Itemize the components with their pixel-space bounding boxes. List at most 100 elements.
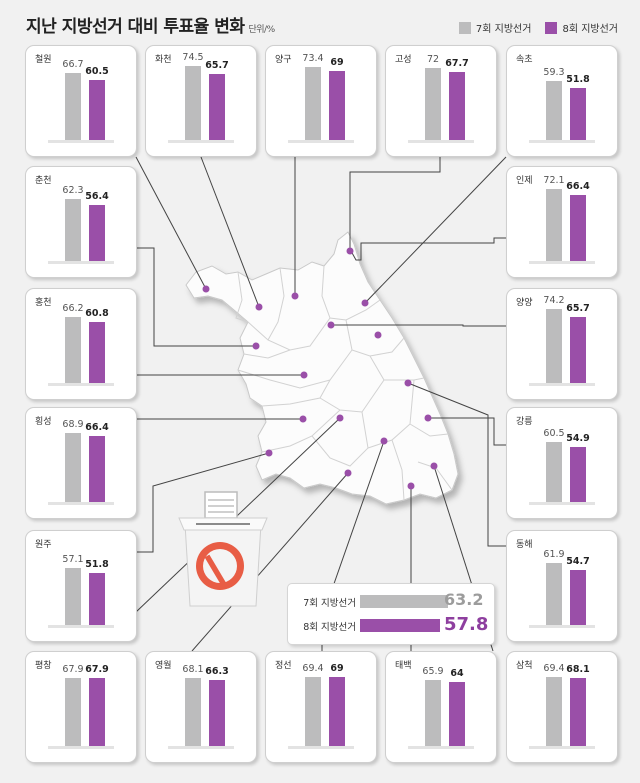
bar-8th xyxy=(89,79,105,140)
dot-yeongwol xyxy=(344,469,352,477)
bar-7th xyxy=(546,563,562,625)
value-8th: 67.9 xyxy=(85,664,109,676)
baseline xyxy=(288,140,354,143)
bar-8th xyxy=(570,447,586,502)
value-8th: 67.7 xyxy=(445,58,469,70)
baseline xyxy=(529,502,595,505)
bar-8th xyxy=(89,204,105,261)
bar-8th xyxy=(329,677,345,746)
region-card: 홍천 66.2 60.8 xyxy=(25,288,137,400)
region-card: 양구 73.4 69 xyxy=(265,45,377,157)
baseline xyxy=(408,746,474,749)
region-name: 홍천 xyxy=(35,298,52,308)
legend-swatch-8th xyxy=(545,21,558,34)
baseline xyxy=(529,746,595,749)
bar-7th xyxy=(65,198,81,261)
region-card: 횡성 68.9 66.4 xyxy=(25,407,137,519)
region-name: 정선 xyxy=(275,661,292,671)
region-name: 태백 xyxy=(395,661,412,671)
region-card: 속초 59.3 51.8 xyxy=(506,45,618,157)
value-8th: 56.4 xyxy=(85,190,109,202)
region-card: 원주 57.1 51.8 xyxy=(25,530,137,642)
bar-8th xyxy=(209,679,225,746)
bar-7th xyxy=(305,66,321,140)
dot-gangneung xyxy=(404,379,412,387)
value-7th: 62.3 xyxy=(62,184,84,196)
baseline xyxy=(529,140,595,143)
bar-8th xyxy=(89,678,105,746)
dot-chuncheon xyxy=(252,342,260,350)
value-8th: 54.7 xyxy=(566,556,590,568)
value-7th: 68.1 xyxy=(182,663,204,675)
bar-7th xyxy=(65,678,81,746)
bar-7th xyxy=(65,73,81,140)
bar-8th xyxy=(329,71,345,140)
baseline xyxy=(168,746,234,749)
dot-goseong xyxy=(346,247,354,255)
bar-7th xyxy=(65,433,81,502)
dot-inje xyxy=(327,321,335,329)
value-8th: 66.3 xyxy=(205,665,229,677)
value-7th: 59.3 xyxy=(543,66,565,78)
baseline xyxy=(48,140,114,143)
region-name: 평창 xyxy=(35,661,52,671)
value-7th: 68.9 xyxy=(62,419,84,431)
dot-taebaek xyxy=(407,482,415,490)
region-name: 삼척 xyxy=(516,661,533,671)
bar-7th xyxy=(425,680,441,746)
value-7th: 60.5 xyxy=(543,427,565,439)
region-name: 원주 xyxy=(35,540,52,550)
region-card: 고성 72 67.7 xyxy=(385,45,497,157)
dot-hoengseong xyxy=(299,415,307,423)
value-7th: 69.4 xyxy=(543,662,565,674)
region-name: 고성 xyxy=(395,55,412,65)
dot-pyeongchang xyxy=(336,414,344,422)
value-7th: 73.4 xyxy=(302,52,324,64)
value-7th: 61.9 xyxy=(543,549,565,561)
bar-8th xyxy=(89,322,105,383)
value-8th: 64 xyxy=(450,668,464,679)
gangwon-map xyxy=(185,231,459,505)
bar-7th xyxy=(65,316,81,383)
region-card: 춘천 62.3 56.4 xyxy=(25,166,137,278)
value-8th: 68.1 xyxy=(566,663,590,675)
legend-label-8th: 8회 지방선거 xyxy=(562,24,618,35)
baseline xyxy=(529,383,595,386)
total-value-8th: 57.8 xyxy=(444,614,489,635)
bar-7th xyxy=(546,441,562,502)
region-card: 철원 66.7 60.5 xyxy=(25,45,137,157)
region-card: 동해 61.9 54.7 xyxy=(506,530,618,642)
value-7th: 74.2 xyxy=(543,294,565,306)
value-8th: 69 xyxy=(330,57,344,68)
baseline xyxy=(48,746,114,749)
legend-swatch-7th xyxy=(458,21,471,34)
total-label-7th: 7회 지방선거 xyxy=(303,598,356,609)
region-name: 인제 xyxy=(516,176,533,186)
baseline xyxy=(408,140,474,143)
value-8th: 51.8 xyxy=(85,559,109,571)
unit-label: 단위/% xyxy=(248,25,276,35)
region-card: 인제 72.1 66.4 xyxy=(506,166,618,278)
ballot-box-icon xyxy=(178,491,268,607)
bar-7th xyxy=(65,567,81,625)
total-turnout-box: 7회 지방선거 63.2 8회 지방선거 57.8 xyxy=(287,583,495,645)
baseline xyxy=(48,502,114,505)
region-dots xyxy=(202,247,438,490)
region-card: 평창 67.9 67.9 xyxy=(25,651,137,763)
bar-8th xyxy=(570,88,586,140)
value-7th: 57.1 xyxy=(62,553,84,565)
bar-8th xyxy=(209,74,225,140)
total-value-7th: 63.2 xyxy=(444,590,484,609)
region-card: 정선 69.4 69 xyxy=(265,651,377,763)
dot-donghae xyxy=(424,414,432,422)
baseline xyxy=(168,140,234,143)
baseline xyxy=(48,261,114,264)
legend-label-7th: 7회 지방선거 xyxy=(475,24,532,35)
value-8th: 65.7 xyxy=(205,60,229,72)
baseline xyxy=(288,746,354,749)
region-card: 양양 74.2 65.7 xyxy=(506,288,618,400)
chart-title: 지난 지방선거 대비 투표율 변화 단위/% xyxy=(26,17,276,37)
region-card: 영월 68.1 66.3 xyxy=(145,651,257,763)
region-name: 화천 xyxy=(155,55,172,65)
